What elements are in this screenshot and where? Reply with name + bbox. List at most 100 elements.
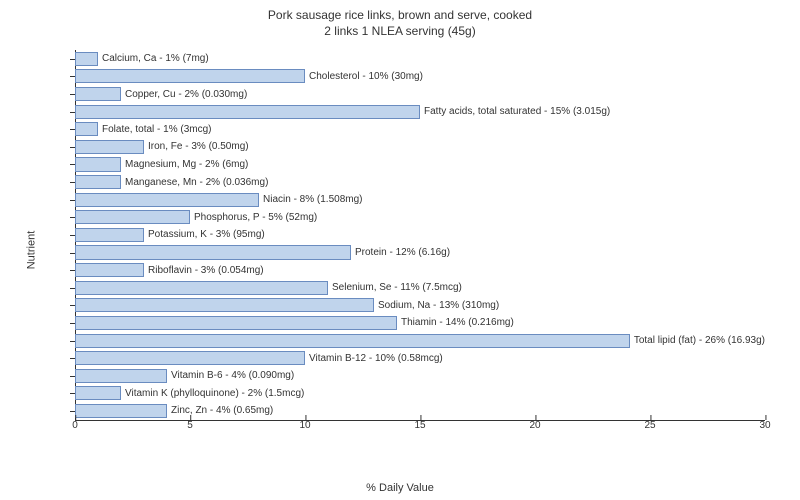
- x-tick: 5: [187, 420, 193, 431]
- nutrient-bar: [75, 263, 144, 277]
- nutrient-bar-label: Manganese, Mn - 2% (0.036mg): [125, 177, 268, 188]
- nutrient-bar: [75, 281, 328, 295]
- x-axis-label: % Daily Value: [366, 482, 434, 494]
- nutrient-bar-label: Niacin - 8% (1.508mg): [263, 194, 362, 205]
- x-ticks-container: 051015202530: [75, 420, 765, 438]
- nutrient-bar: [75, 105, 420, 119]
- y-tick-mark: [70, 411, 75, 412]
- x-tick: 25: [644, 420, 655, 431]
- nutrient-bar: [75, 140, 144, 154]
- nutrient-bar-label: Vitamin K (phylloquinone) - 2% (1.5mcg): [125, 388, 304, 399]
- nutrient-bar: [75, 245, 351, 259]
- bar-row: Niacin - 8% (1.508mg): [75, 191, 765, 209]
- y-tick-mark: [70, 129, 75, 130]
- x-tick-mark: [75, 415, 76, 420]
- x-tick-mark: [190, 415, 191, 420]
- x-tick: 0: [72, 420, 78, 431]
- nutrient-bar-label: Magnesium, Mg - 2% (6mg): [125, 159, 248, 170]
- y-tick-mark: [70, 341, 75, 342]
- nutrient-chart: Pork sausage rice links, brown and serve…: [0, 0, 800, 500]
- nutrient-bar-label: Potassium, K - 3% (95mg): [148, 229, 265, 240]
- nutrient-bar: [75, 157, 121, 171]
- y-tick-mark: [70, 358, 75, 359]
- y-tick-mark: [70, 94, 75, 95]
- y-tick-mark: [70, 305, 75, 306]
- y-tick-mark: [70, 112, 75, 113]
- nutrient-bar-label: Calcium, Ca - 1% (7mg): [102, 53, 209, 64]
- nutrient-bar: [75, 369, 167, 383]
- y-axis-label: Nutrient: [25, 231, 37, 270]
- x-tick-mark: [650, 415, 651, 420]
- nutrient-bar: [75, 316, 397, 330]
- bar-row: Cholesterol - 10% (30mg): [75, 68, 765, 86]
- bar-row: Fatty acids, total saturated - 15% (3.01…: [75, 103, 765, 121]
- y-tick-mark: [70, 376, 75, 377]
- y-tick-mark: [70, 59, 75, 60]
- nutrient-bar-label: Vitamin B-6 - 4% (0.090mg): [171, 370, 294, 381]
- y-tick-mark: [70, 76, 75, 77]
- bar-row: Vitamin B-12 - 10% (0.58mcg): [75, 349, 765, 367]
- bar-row: Riboflavin - 3% (0.054mg): [75, 261, 765, 279]
- bar-row: Potassium, K - 3% (95mg): [75, 226, 765, 244]
- bar-row: Vitamin K (phylloquinone) - 2% (1.5mcg): [75, 385, 765, 403]
- nutrient-bar-label: Fatty acids, total saturated - 15% (3.01…: [424, 106, 610, 117]
- y-tick-mark: [70, 288, 75, 289]
- bar-row: Vitamin B-6 - 4% (0.090mg): [75, 367, 765, 385]
- y-tick-mark: [70, 323, 75, 324]
- plot-area: Calcium, Ca - 1% (7mg) Cholesterol - 10% …: [75, 50, 765, 450]
- nutrient-bar-label: Total lipid (fat) - 26% (16.93g): [634, 335, 765, 346]
- nutrient-bar-label: Phosphorus, P - 5% (52mg): [194, 212, 317, 223]
- bar-row: Total lipid (fat) - 26% (16.93g): [75, 332, 765, 350]
- nutrient-bar: [75, 210, 190, 224]
- chart-title-line1: Pork sausage rice links, brown and serve…: [0, 8, 800, 24]
- x-tick-mark: [420, 415, 421, 420]
- y-tick-mark: [70, 393, 75, 394]
- bar-row: Sodium, Na - 13% (310mg): [75, 297, 765, 315]
- y-tick-mark: [70, 253, 75, 254]
- nutrient-bar-label: Copper, Cu - 2% (0.030mg): [125, 89, 247, 100]
- x-tick-mark: [305, 415, 306, 420]
- x-tick: 20: [529, 420, 540, 431]
- bar-row: Phosphorus, P - 5% (52mg): [75, 208, 765, 226]
- nutrient-bar-label: Thiamin - 14% (0.216mg): [401, 317, 514, 328]
- nutrient-bar: [75, 298, 374, 312]
- nutrient-bar-label: Folate, total - 1% (3mcg): [102, 124, 211, 135]
- nutrient-bar: [75, 351, 305, 365]
- nutrient-bar: [75, 69, 305, 83]
- nutrient-bar-label: Vitamin B-12 - 10% (0.58mcg): [309, 353, 443, 364]
- y-tick-mark: [70, 164, 75, 165]
- nutrient-bar-label: Zinc, Zn - 4% (0.65mg): [171, 405, 273, 416]
- x-tick: 10: [299, 420, 310, 431]
- bar-row: Magnesium, Mg - 2% (6mg): [75, 156, 765, 174]
- nutrient-bar: [75, 386, 121, 400]
- nutrient-bar-label: Cholesterol - 10% (30mg): [309, 71, 423, 82]
- nutrient-bar: [75, 404, 167, 418]
- nutrient-bar-label: Sodium, Na - 13% (310mg): [378, 300, 499, 311]
- x-tick-mark: [765, 415, 766, 420]
- nutrient-bar-label: Riboflavin - 3% (0.054mg): [148, 265, 264, 276]
- x-tick-mark: [535, 415, 536, 420]
- y-tick-mark: [70, 147, 75, 148]
- nutrient-bar: [75, 334, 630, 348]
- nutrient-bar: [75, 87, 121, 101]
- chart-title-line2: 2 links 1 NLEA serving (45g): [0, 24, 800, 40]
- bar-row: Thiamin - 14% (0.216mg): [75, 314, 765, 332]
- nutrient-bar-label: Selenium, Se - 11% (7.5mcg): [332, 282, 462, 293]
- x-tick: 15: [414, 420, 425, 431]
- y-tick-mark: [70, 270, 75, 271]
- x-tick: 30: [759, 420, 770, 431]
- y-tick-mark: [70, 182, 75, 183]
- bar-row: Iron, Fe - 3% (0.50mg): [75, 138, 765, 156]
- bars-container: Calcium, Ca - 1% (7mg) Cholesterol - 10% …: [75, 50, 765, 420]
- nutrient-bar-label: Protein - 12% (6.16g): [355, 247, 450, 258]
- bar-row: Protein - 12% (6.16g): [75, 244, 765, 262]
- nutrient-bar: [75, 175, 121, 189]
- bar-row: Copper, Cu - 2% (0.030mg): [75, 85, 765, 103]
- nutrient-bar-label: Iron, Fe - 3% (0.50mg): [148, 141, 249, 152]
- bar-row: Manganese, Mn - 2% (0.036mg): [75, 173, 765, 191]
- y-tick-mark: [70, 235, 75, 236]
- nutrient-bar: [75, 52, 98, 66]
- nutrient-bar: [75, 228, 144, 242]
- bar-row: Calcium, Ca - 1% (7mg): [75, 50, 765, 68]
- nutrient-bar: [75, 122, 98, 136]
